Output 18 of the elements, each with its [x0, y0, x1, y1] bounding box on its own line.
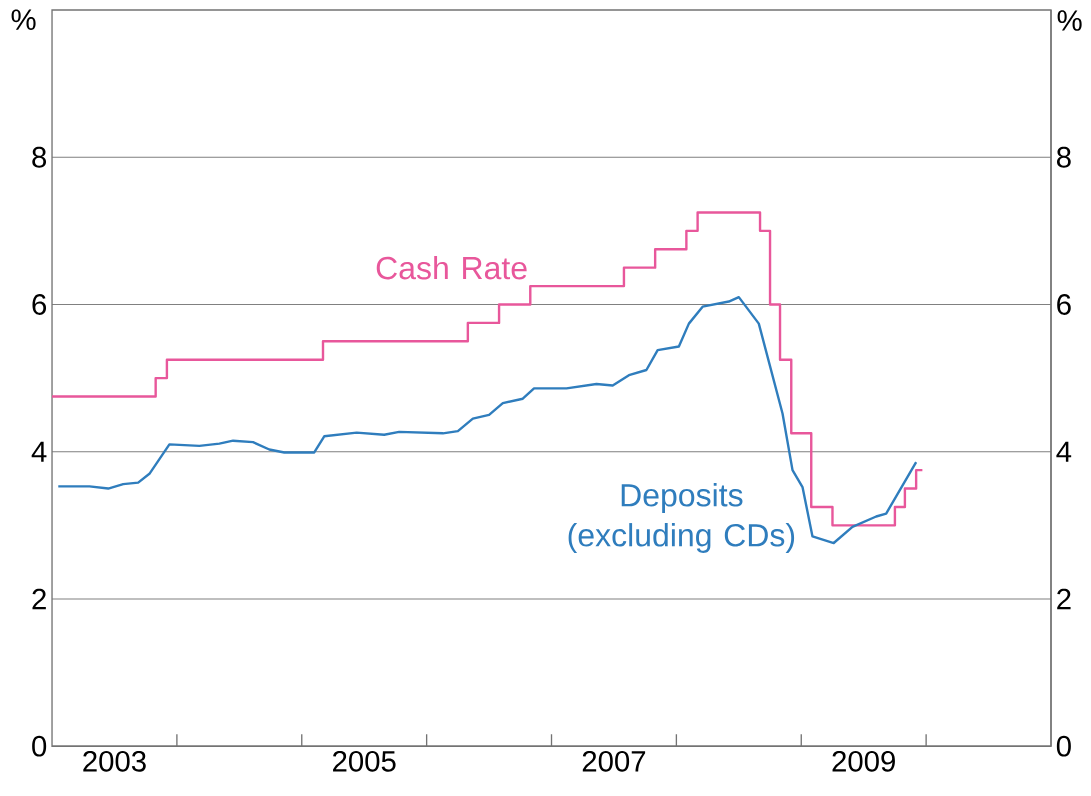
series-label: Cash Rate [376, 255, 527, 280]
y2-tick-label: 8 [1056, 146, 1071, 168]
y-axis-title: % [11, 9, 36, 30]
x-tick-label: 2003 [83, 750, 146, 772]
y-tick-label: 6 [32, 293, 47, 315]
y-tick-label: 8 [32, 146, 47, 168]
y2-tick-label: 6 [1057, 293, 1071, 315]
x-tick-label: 2005 [333, 750, 396, 772]
y2-tick-label: 0 [1056, 735, 1071, 757]
x-tick-label: 2009 [832, 750, 895, 772]
y-tick-label: 4 [31, 441, 47, 462]
series-label: Deposits (excluding CDs) [568, 482, 795, 553]
y2-axis-title: % [1057, 10, 1082, 31]
x-tick-label: 2007 [582, 750, 646, 772]
y2-tick-label: 4 [1056, 441, 1072, 462]
y2-tick-label: 2 [1057, 588, 1071, 610]
y-tick-label: 0 [32, 735, 47, 757]
y-tick-label: 2 [32, 588, 46, 610]
